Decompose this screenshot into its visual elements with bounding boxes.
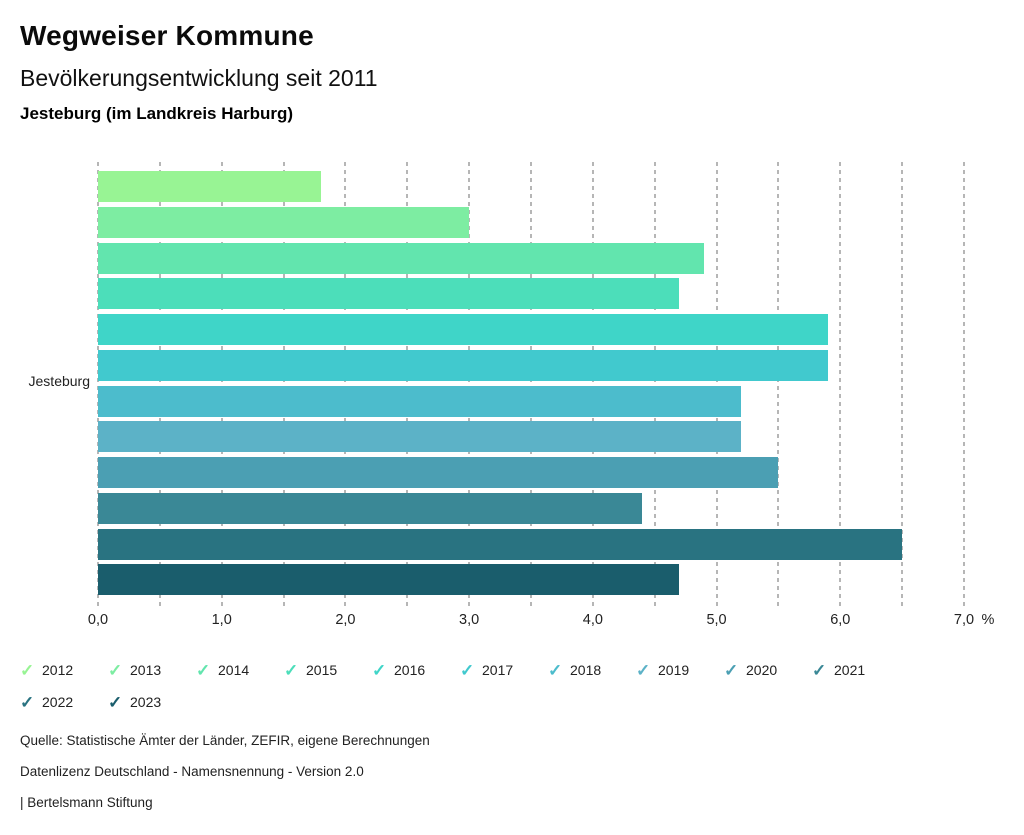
bar-2015[interactable]	[98, 278, 680, 310]
bar-2020[interactable]	[98, 457, 779, 489]
legend-year-label: 2023	[130, 694, 162, 710]
legend-item-2015[interactable]: ✓ 2015	[284, 654, 372, 686]
page-title: Wegweiser Kommune	[20, 20, 314, 51]
bar-2019[interactable]	[98, 421, 742, 453]
legend-year-label: 2017	[482, 662, 514, 678]
legend-item-2022[interactable]: ✓ 2022	[20, 686, 108, 718]
gridline	[715, 162, 718, 608]
check-icon: ✓	[20, 660, 35, 680]
gridline	[406, 162, 409, 608]
gridline	[158, 162, 161, 608]
x-tick-label: 0,0	[87, 612, 109, 628]
gridline	[220, 162, 223, 608]
gridline	[591, 162, 594, 608]
check-icon: ✓	[724, 660, 739, 680]
gridline	[97, 162, 99, 608]
bar-2017[interactable]	[98, 349, 828, 381]
legend-item-2018[interactable]: ✓ 2018	[548, 654, 636, 686]
legend-year-label: 2014	[218, 662, 250, 678]
legend-year-label: 2022	[42, 694, 74, 710]
check-icon: ✓	[284, 660, 299, 680]
bar-2012[interactable]	[98, 171, 321, 202]
legend-item-2014[interactable]: ✓ 2014	[196, 654, 284, 686]
legend-item-2023[interactable]: ✓ 2023	[108, 686, 196, 718]
gridline	[839, 162, 842, 608]
bar-2018[interactable]	[98, 385, 742, 417]
legend-item-2012[interactable]: ✓ 2012	[20, 654, 108, 686]
gridline	[653, 162, 656, 608]
bar-chart-plot-area: % 0,0 1,0 2,0 3,0 4,0 5,0 6,0 7,0	[88, 162, 994, 628]
legend-item-2017[interactable]: ✓ 2017	[460, 654, 548, 686]
check-icon: ✓	[372, 660, 387, 680]
x-tick-label: 4,0	[582, 612, 603, 628]
check-icon: ✓	[196, 660, 211, 680]
check-icon: ✓	[460, 660, 475, 680]
gridline	[777, 162, 780, 608]
gridline	[901, 162, 904, 608]
legend-item-2013[interactable]: ✓ 2013	[108, 654, 196, 686]
legend-year-label: 2016	[394, 662, 426, 678]
x-tick-label: 3,0	[459, 612, 480, 628]
check-icon: ✓	[812, 660, 827, 680]
check-icon: ✓	[548, 660, 563, 680]
bar-2013[interactable]	[98, 206, 470, 238]
bar-2022[interactable]	[98, 528, 903, 560]
footer-source: Quelle: Statistische Ämter der Länder, Z…	[20, 733, 430, 748]
x-tick-label: 6,0	[830, 612, 851, 628]
check-icon: ✓	[20, 692, 35, 712]
bar-2016[interactable]	[98, 314, 828, 346]
legend-year-label: 2013	[130, 662, 162, 678]
legend-item-2021[interactable]: ✓ 2021	[812, 654, 900, 686]
check-icon: ✓	[108, 692, 123, 712]
footer-license: Datenlizenz Deutschland - Namensnennung …	[20, 764, 364, 779]
legend-year-label: 2019	[658, 662, 690, 678]
legend-year-label: 2021	[834, 662, 866, 678]
legend-year-label: 2015	[306, 662, 338, 678]
legend-item-2020[interactable]: ✓ 2020	[724, 654, 812, 686]
bar-2021[interactable]	[98, 492, 643, 524]
x-tick-label: 5,0	[706, 612, 727, 628]
bar-2014[interactable]	[98, 242, 705, 274]
gridline	[282, 162, 285, 608]
region-subtitle: Jesteburg (im Landkreis Harburg)	[20, 104, 294, 123]
footer-attribution: | Bertelsmann Stiftung	[20, 795, 153, 810]
x-axis-unit-label: %	[981, 612, 995, 628]
chart-subtitle: Bevölkerungsentwicklung seit 2011	[20, 65, 378, 91]
x-tick-label: 7,0	[953, 612, 975, 628]
legend-year-label: 2018	[570, 662, 602, 678]
legend-year-label: 2020	[746, 662, 778, 678]
bar-2023[interactable]	[98, 564, 680, 596]
legend-item-2016[interactable]: ✓ 2016	[372, 654, 460, 686]
legend-year-label: 2012	[42, 662, 74, 678]
y-axis-label: Jesteburg	[28, 373, 90, 389]
x-tick-label: 2,0	[335, 612, 356, 628]
gridline	[344, 162, 347, 608]
chart-legend: ✓ 2012 ✓ 2013 ✓ 2014 ✓ 2015 ✓ 2016 ✓ 2017 ✓ 2018 ✓ 2019…	[20, 654, 910, 718]
legend-item-2019[interactable]: ✓ 2019	[636, 654, 724, 686]
gridline	[963, 162, 965, 608]
check-icon: ✓	[108, 660, 123, 680]
x-tick-label: 1,0	[211, 612, 232, 628]
check-icon: ✓	[636, 660, 651, 680]
gridline	[530, 162, 532, 608]
gridline	[468, 162, 471, 608]
